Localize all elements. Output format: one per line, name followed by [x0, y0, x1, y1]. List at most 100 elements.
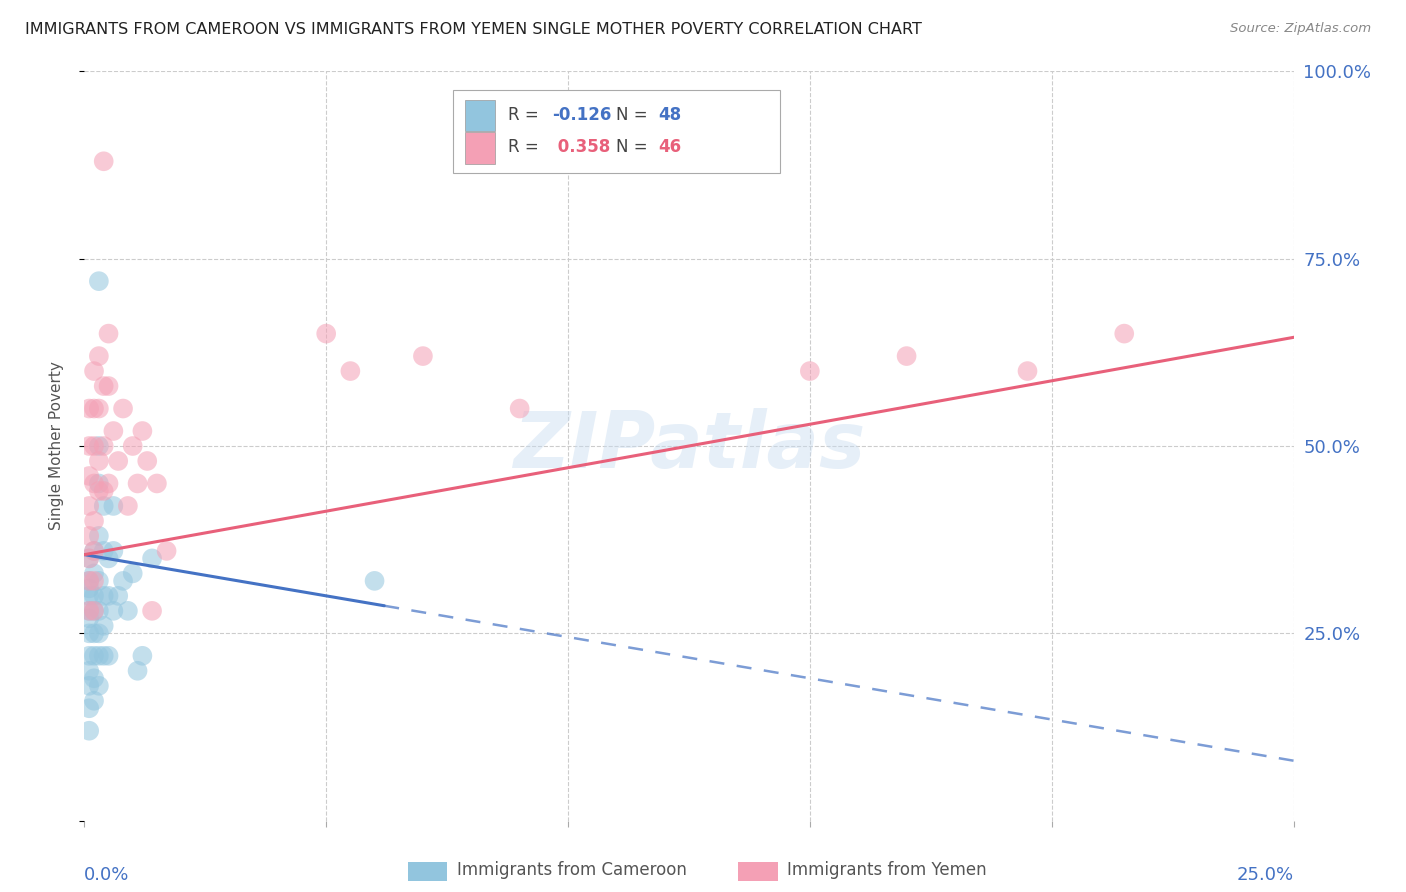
- Point: [83, 476, 105, 491]
- Point: [127, 664, 149, 678]
- Point: [103, 499, 125, 513]
- Text: Immigrants from Yemen: Immigrants from Yemen: [787, 861, 987, 879]
- Point: [93, 589, 115, 603]
- Point: [97, 379, 120, 393]
- Point: [121, 439, 143, 453]
- Point: [93, 439, 115, 453]
- Point: [103, 604, 125, 618]
- Point: [83, 589, 105, 603]
- Point: [87, 401, 110, 416]
- Point: [117, 604, 139, 618]
- Point: [83, 626, 105, 640]
- Point: [1017, 364, 1039, 378]
- Point: [87, 454, 110, 468]
- Point: [1114, 326, 1136, 341]
- Text: Source: ZipAtlas.com: Source: ZipAtlas.com: [1230, 22, 1371, 36]
- Point: [799, 364, 821, 378]
- Point: [87, 574, 110, 588]
- Point: [339, 364, 361, 378]
- Text: 0.0%: 0.0%: [84, 865, 129, 884]
- Point: [141, 551, 163, 566]
- Point: [896, 349, 918, 363]
- Text: R =: R =: [508, 106, 544, 124]
- Text: -0.126: -0.126: [553, 106, 612, 124]
- Point: [131, 424, 153, 438]
- Text: N =: N =: [616, 106, 654, 124]
- Text: IMMIGRANTS FROM CAMEROON VS IMMIGRANTS FROM YEMEN SINGLE MOTHER POVERTY CORRELAT: IMMIGRANTS FROM CAMEROON VS IMMIGRANTS F…: [25, 22, 922, 37]
- Point: [107, 589, 129, 603]
- Text: 0.358: 0.358: [553, 138, 610, 156]
- Point: [93, 483, 115, 498]
- Point: [509, 401, 531, 416]
- Point: [77, 604, 100, 618]
- Text: 48: 48: [659, 106, 682, 124]
- Point: [97, 648, 120, 663]
- Y-axis label: Single Mother Poverty: Single Mother Poverty: [49, 361, 63, 531]
- Point: [83, 604, 105, 618]
- Point: [87, 349, 110, 363]
- Text: N =: N =: [616, 138, 654, 156]
- Point: [83, 514, 105, 528]
- Point: [83, 566, 105, 581]
- Point: [77, 604, 100, 618]
- Point: [77, 574, 100, 588]
- Point: [315, 326, 337, 341]
- Point: [77, 469, 100, 483]
- Point: [155, 544, 177, 558]
- Point: [93, 499, 115, 513]
- Point: [77, 589, 100, 603]
- Text: Immigrants from Cameroon: Immigrants from Cameroon: [457, 861, 686, 879]
- Point: [117, 499, 139, 513]
- Point: [83, 604, 105, 618]
- Point: [112, 401, 135, 416]
- Point: [412, 349, 434, 363]
- Point: [77, 499, 100, 513]
- FancyBboxPatch shape: [465, 132, 495, 163]
- Point: [87, 439, 110, 453]
- Point: [77, 574, 100, 588]
- Point: [77, 723, 100, 738]
- Point: [87, 626, 110, 640]
- Point: [103, 424, 125, 438]
- Point: [146, 476, 169, 491]
- Point: [83, 439, 105, 453]
- FancyBboxPatch shape: [465, 100, 495, 131]
- Point: [83, 364, 105, 378]
- Point: [93, 619, 115, 633]
- Point: [97, 326, 120, 341]
- Point: [77, 582, 100, 596]
- Point: [83, 401, 105, 416]
- Point: [77, 664, 100, 678]
- Point: [87, 679, 110, 693]
- Point: [87, 604, 110, 618]
- Point: [97, 476, 120, 491]
- Point: [87, 483, 110, 498]
- Point: [131, 648, 153, 663]
- Point: [363, 574, 385, 588]
- Text: R =: R =: [508, 138, 544, 156]
- Point: [83, 574, 105, 588]
- Text: ZIPatlas: ZIPatlas: [513, 408, 865, 484]
- Text: 25.0%: 25.0%: [1236, 865, 1294, 884]
- Point: [93, 648, 115, 663]
- Point: [77, 551, 100, 566]
- Point: [97, 551, 120, 566]
- Point: [77, 439, 100, 453]
- Point: [121, 566, 143, 581]
- Point: [77, 701, 100, 715]
- Point: [97, 589, 120, 603]
- Text: 46: 46: [659, 138, 682, 156]
- Point: [87, 274, 110, 288]
- Point: [83, 671, 105, 685]
- Point: [77, 401, 100, 416]
- Point: [93, 544, 115, 558]
- Point: [77, 679, 100, 693]
- Point: [93, 154, 115, 169]
- Point: [77, 648, 100, 663]
- Point: [107, 454, 129, 468]
- Point: [136, 454, 159, 468]
- Point: [77, 529, 100, 543]
- Point: [103, 544, 125, 558]
- Point: [93, 379, 115, 393]
- Point: [112, 574, 135, 588]
